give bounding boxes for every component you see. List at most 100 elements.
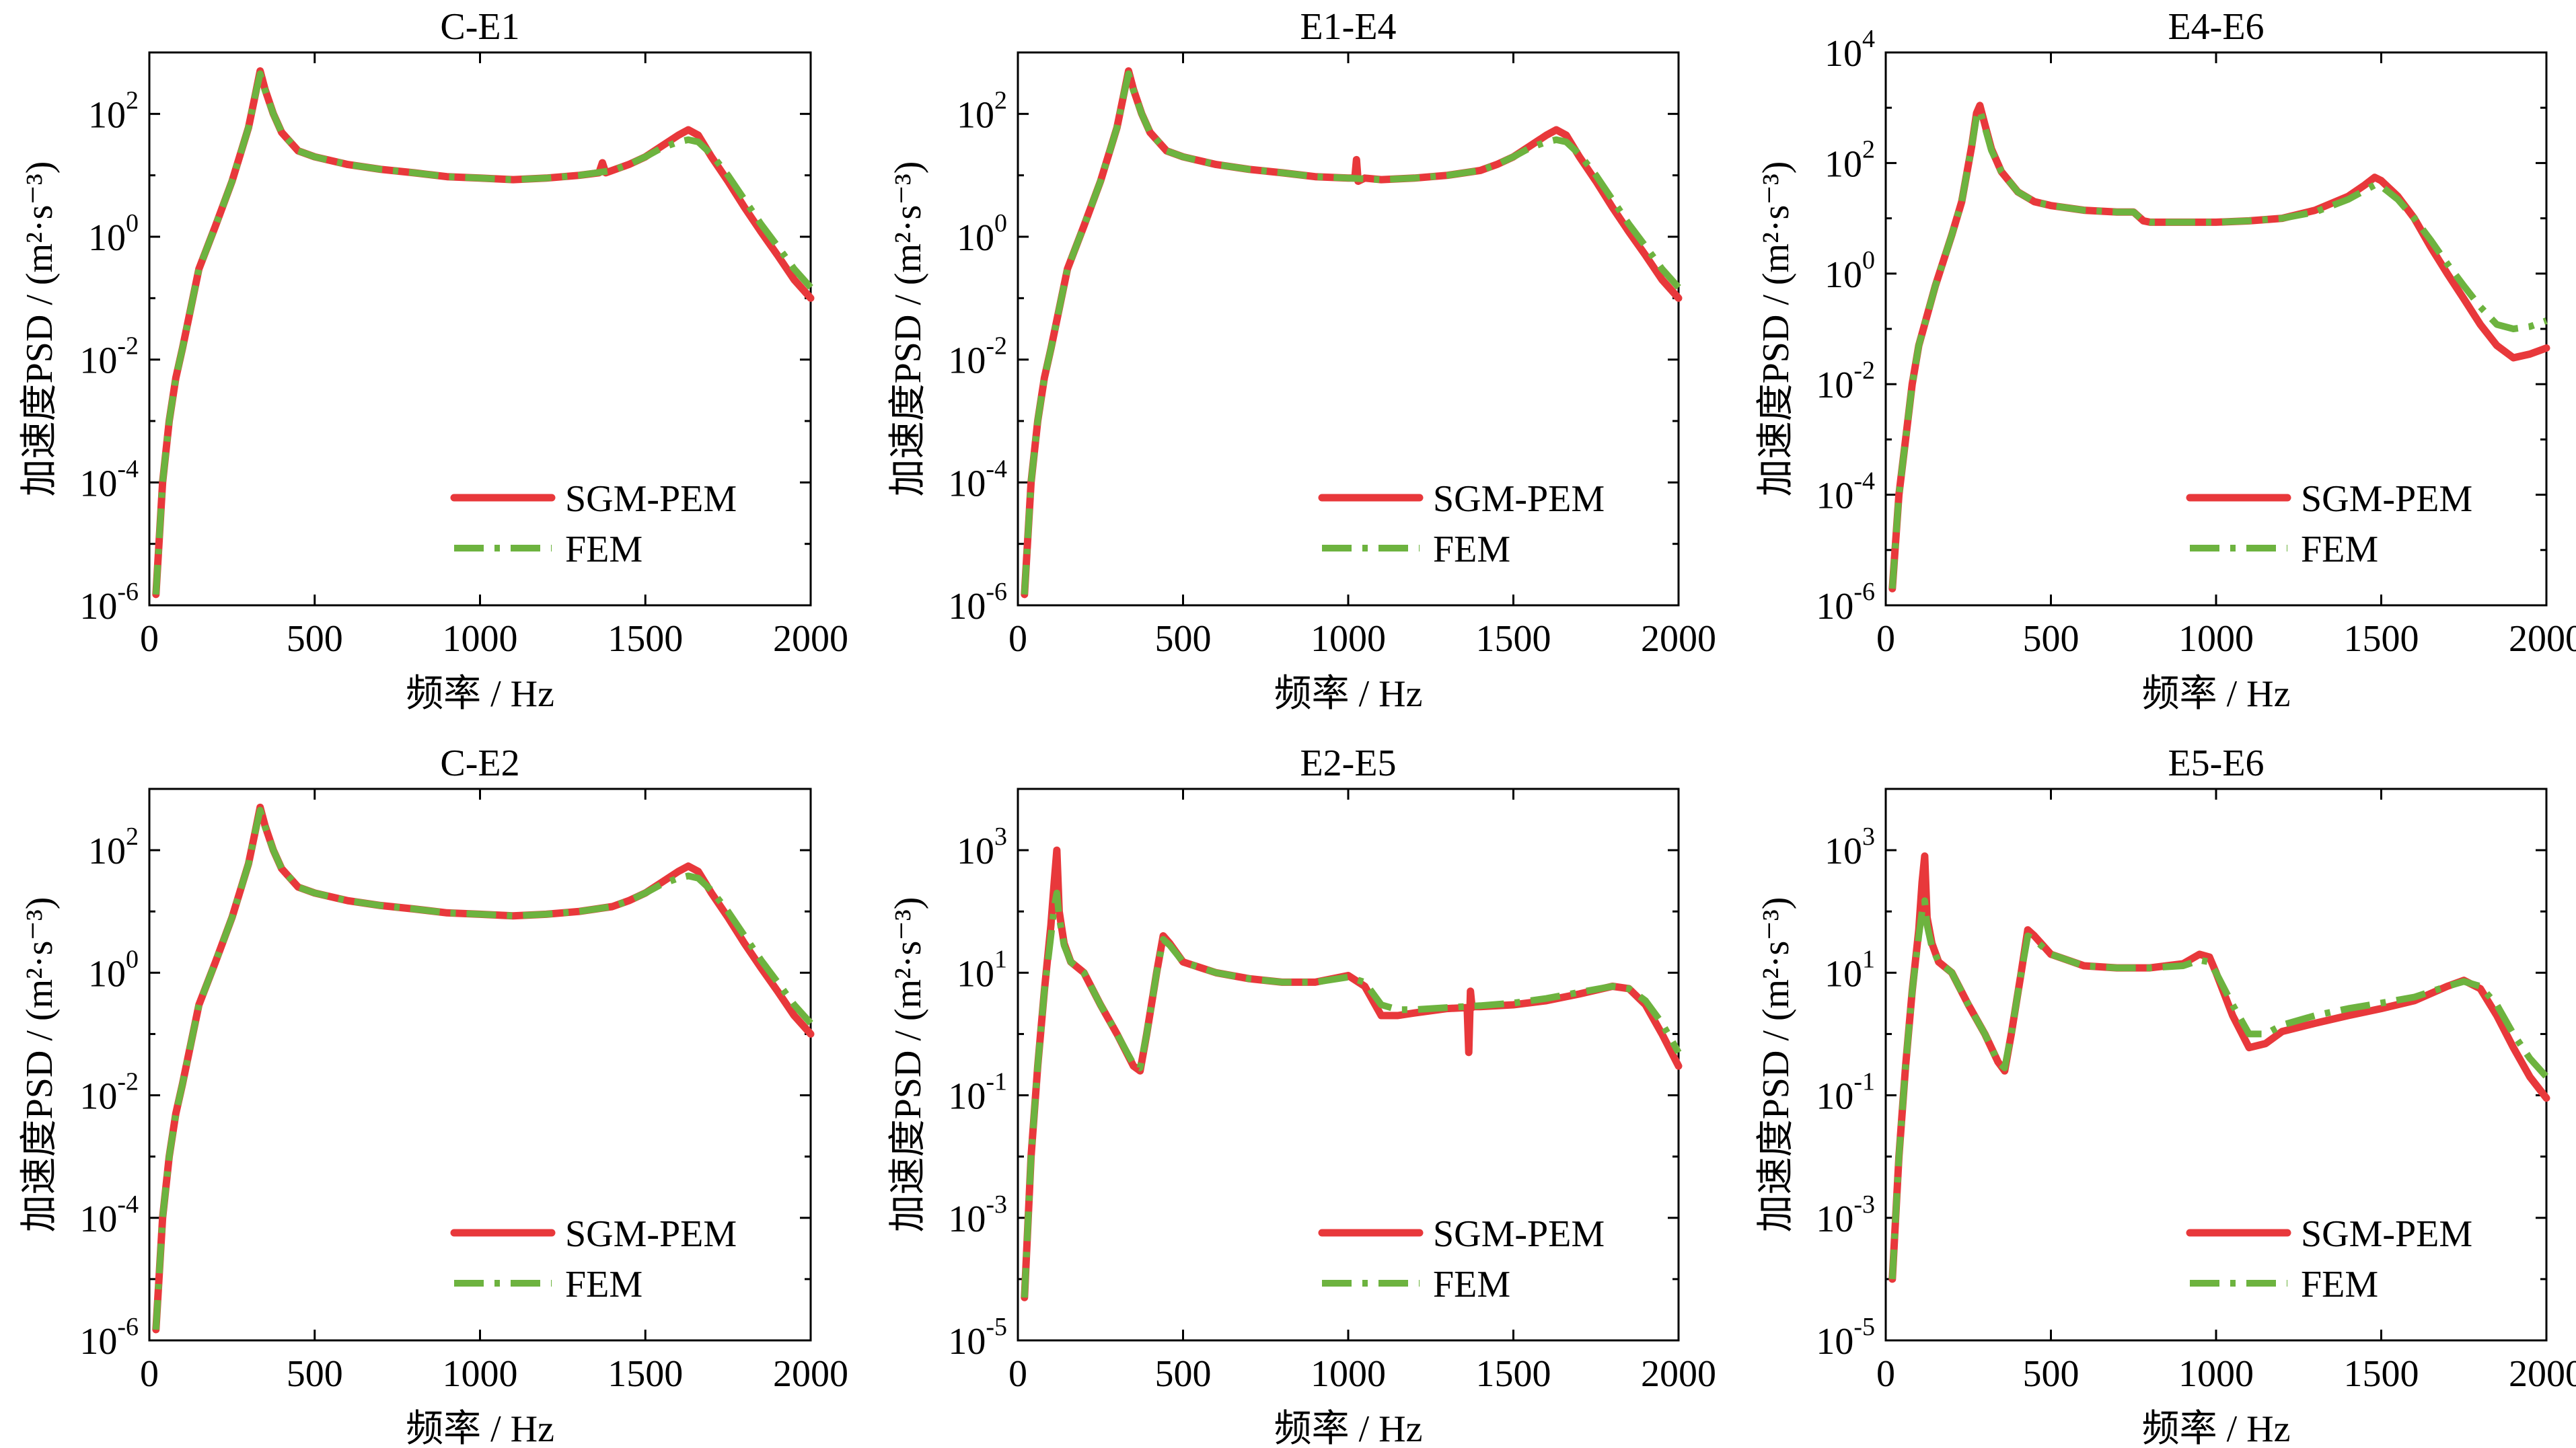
y-tick-label: 10-6: [948, 578, 1007, 627]
legend-label-fem: FEM: [565, 1264, 642, 1305]
y-tick-label: 10-3: [948, 1190, 1007, 1240]
y-tick-label: 10-2: [79, 1068, 139, 1118]
y-tick-label: 102: [88, 86, 139, 136]
legend-label-sgm-pem: SGM-PEM: [565, 478, 737, 520]
chart-panel-1: C-E1 0 500 1000 1500 2000 10-6 10-4 10-2 100 102 频率…: [19, 6, 848, 715]
x-tick-label: 2000: [1641, 1353, 1716, 1395]
x-tick-label: 500: [1155, 1353, 1212, 1395]
x-tick-label: 500: [287, 1353, 343, 1395]
y-tick-label: 102: [1825, 135, 1875, 185]
x-axis-label: 频率 / Hz: [406, 1408, 554, 1445]
y-tick-label: 101: [1825, 945, 1875, 995]
y-tick-label: 100: [957, 209, 1007, 259]
x-tick-label: 2000: [2509, 618, 2576, 660]
x-tick-label: 1000: [2178, 1353, 2254, 1395]
y-tick-label: 102: [957, 86, 1007, 136]
x-tick-label: 1500: [2344, 1353, 2419, 1395]
x-axis-label: 频率 / Hz: [406, 673, 554, 715]
x-tick-label: 500: [287, 618, 343, 660]
chart-title: C-E1: [440, 6, 519, 48]
legend-label-fem: FEM: [2301, 529, 2378, 570]
series-line-fem: [152, 70, 813, 595]
y-tick-label: 10-1: [1816, 1068, 1875, 1118]
y-tick-label: 10-6: [79, 578, 139, 627]
y-axis-label: 加速度PSD / (m²·s⁻³): [19, 897, 61, 1233]
y-tick-label: 10-1: [948, 1068, 1007, 1118]
chart-panel-5: E2-E5 0 500 1000 1500 2000 10-5 10-3 10-1 101 103 频…: [887, 742, 1716, 1448]
legend-label-sgm-pem: SGM-PEM: [1433, 478, 1605, 520]
legend-label-sgm-pem: SGM-PEM: [2301, 478, 2472, 520]
x-tick-label: 500: [1155, 618, 1212, 660]
y-tick-label: 103: [1825, 823, 1875, 872]
series-line-fem: [1021, 889, 1682, 1298]
plot-frame: [1884, 788, 2548, 1342]
x-tick-label: 2000: [773, 1353, 848, 1395]
y-tick-label: 10-5: [1816, 1313, 1875, 1363]
x-tick-label: 1500: [1476, 618, 1551, 660]
y-axis-label: 加速度PSD / (m²·s⁻³): [887, 897, 929, 1233]
series-line-fem: [1021, 70, 1681, 595]
x-axis-label: 频率 / Hz: [2142, 673, 2291, 715]
y-tick-label: 10-4: [948, 455, 1007, 504]
x-tick-label: 2000: [2509, 1353, 2576, 1395]
x-tick-label: 1500: [1476, 1353, 1551, 1395]
legend-label-fem: FEM: [2301, 1264, 2378, 1305]
y-tick-label: 101: [957, 945, 1007, 995]
x-tick-label: 1000: [2178, 618, 2254, 660]
y-tick-label: 10-6: [1816, 578, 1875, 627]
y-axis-label: 加速度PSD / (m²·s⁻³): [887, 161, 929, 497]
series-line-fem: [152, 806, 813, 1330]
x-tick-label: 1500: [608, 618, 683, 660]
y-tick-label: 100: [88, 945, 139, 995]
x-tick-label: 1500: [608, 1353, 683, 1395]
x-axis-label: 频率 / Hz: [2142, 1408, 2291, 1445]
x-tick-label: 1500: [2344, 618, 2419, 660]
chart-panel-3: E4-E6 0 500 1000 1500 2000 10-6 10-4 10-2 100 102 1…: [1755, 6, 2576, 715]
x-tick-label: 0: [140, 618, 159, 660]
y-axis-label: 加速度PSD / (m²·s⁻³): [1755, 161, 1797, 497]
x-tick-label: 1000: [443, 1353, 518, 1395]
y-tick-label: 10-4: [79, 1190, 139, 1240]
y-tick-label: 104: [1825, 25, 1875, 75]
series-line-sgm-pem: [1888, 102, 2550, 593]
x-axis-label: 频率 / Hz: [1274, 673, 1423, 715]
chart-title: E2-E5: [1300, 742, 1396, 784]
x-tick-label: 0: [1876, 1353, 1895, 1395]
y-tick-label: 103: [957, 823, 1007, 872]
x-tick-label: 1000: [443, 618, 518, 660]
y-tick-label: 10-5: [948, 1313, 1007, 1363]
y-axis-label: 加速度PSD / (m²·s⁻³): [1755, 897, 1797, 1233]
chart-panel-6: E5-E6 0 500 1000 1500 2000 10-5 10-3 10-1 101 103 频…: [1755, 742, 2576, 1448]
x-tick-label: 0: [1008, 618, 1027, 660]
x-tick-label: 500: [2023, 1353, 2080, 1395]
legend-label-fem: FEM: [1433, 1264, 1510, 1305]
x-tick-label: 0: [1008, 1353, 1027, 1395]
y-tick-label: 10-3: [1816, 1190, 1875, 1240]
x-tick-label: 1000: [1311, 618, 1386, 660]
x-tick-label: 0: [1876, 618, 1895, 660]
x-tick-label: 1000: [1311, 1353, 1386, 1395]
y-tick-label: 10-2: [948, 332, 1007, 382]
series-line-fem: [1888, 107, 2548, 589]
x-tick-label: 0: [140, 1353, 159, 1395]
plot-frame: [1017, 788, 1680, 1342]
y-tick-label: 100: [1825, 246, 1875, 296]
x-tick-label: 2000: [1641, 618, 1716, 660]
y-tick-label: 102: [88, 823, 139, 872]
y-tick-label: 10-4: [79, 455, 139, 504]
chart-title: C-E2: [440, 742, 519, 784]
y-tick-label: 10-2: [1816, 356, 1875, 406]
chart-title: E5-E6: [2168, 742, 2264, 784]
legend-label-sgm-pem: SGM-PEM: [1433, 1213, 1605, 1255]
y-axis-label: 加速度PSD / (m²·s⁻³): [19, 161, 61, 497]
series-line-fem: [1888, 897, 2549, 1280]
legend-label-sgm-pem: SGM-PEM: [565, 1213, 737, 1255]
y-tick-label: 100: [88, 209, 139, 259]
x-tick-label: 500: [2023, 618, 2080, 660]
legend-label-sgm-pem: SGM-PEM: [2301, 1213, 2472, 1255]
legend-label-fem: FEM: [565, 529, 642, 570]
y-tick-label: 10-2: [79, 332, 139, 382]
y-tick-label: 10-4: [1816, 467, 1875, 517]
